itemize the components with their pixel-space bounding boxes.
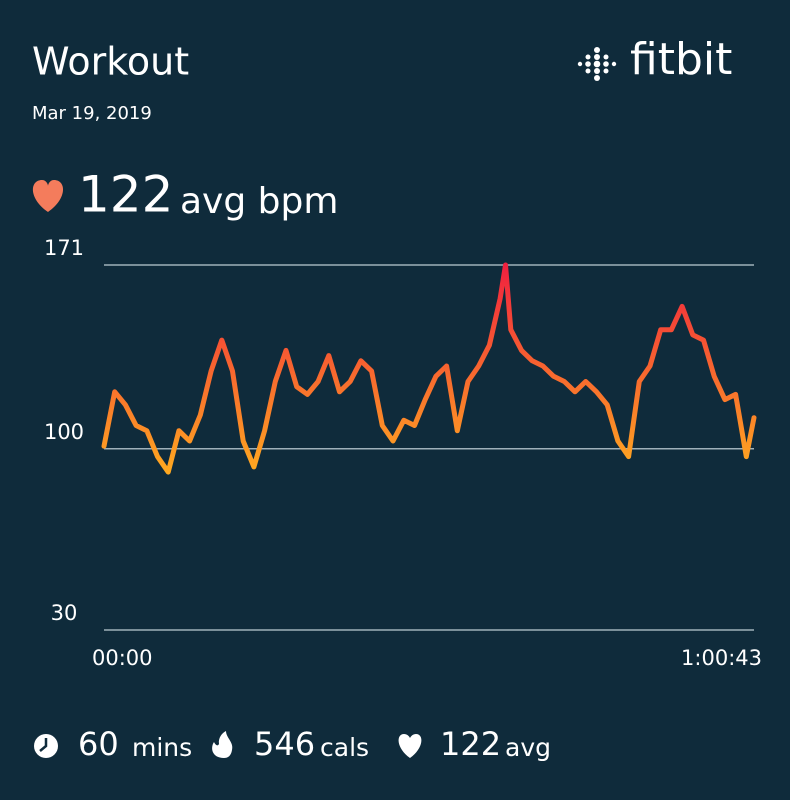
brand-logo-dots [577,47,617,81]
clock-hand [39,738,48,752]
y-tick-label: 100 [44,420,84,444]
x-tick-label: 00:00 [92,646,153,670]
heart-stat-icon [398,734,422,758]
heart-icon [32,180,64,212]
stats: 60 mins 546 cals 122 avg [78,725,551,763]
stat-unit: avg [505,733,551,762]
average-value: 122 [78,166,173,224]
y-tick-label: 30 [51,601,78,625]
flame-icon [212,731,233,758]
x-tick-label: 1:00:43 [681,646,762,670]
chart: 30 100 171 00:00 1:00:43 [44,236,762,670]
stat-value: 546 [254,725,315,763]
date: Mar 19, 2019 [32,103,152,124]
brand: fitbit [630,34,732,85]
stat-value: 60 [78,725,119,763]
title: Workout [32,40,189,84]
stat-unit: mins [132,733,192,762]
heart-rate-line [101,262,757,475]
y-tick-label: 171 [44,236,84,260]
average-unit: avg bpm [180,181,338,222]
stat-unit: cals [320,733,369,762]
stat-value: 122 [440,725,501,763]
